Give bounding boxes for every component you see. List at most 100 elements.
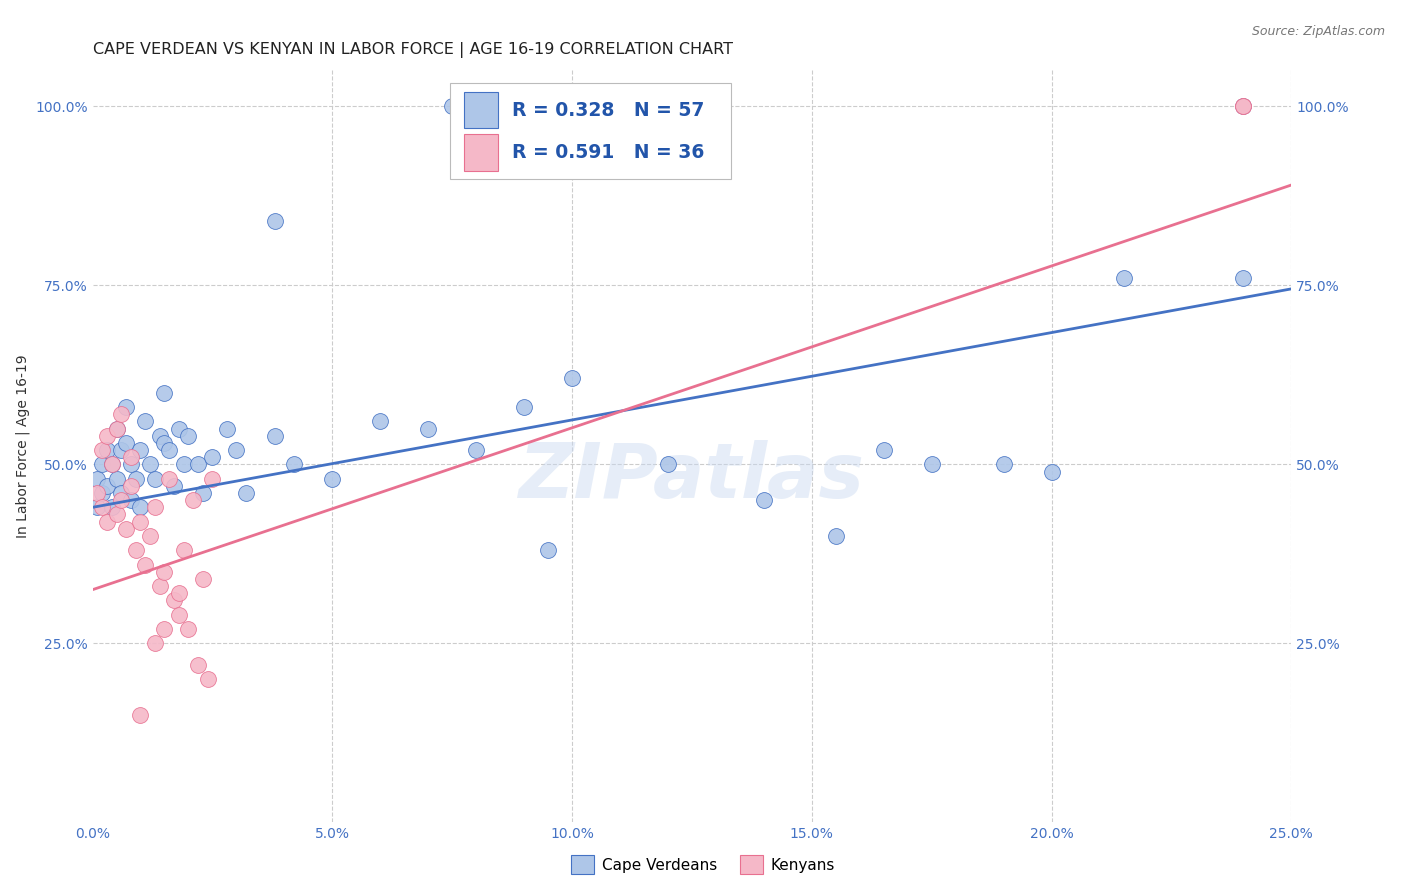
Point: [153, 435, 176, 450]
Point: [105, 508, 128, 522]
Point: [143, 500, 166, 515]
Point: [139, 529, 162, 543]
Point: [86, 486, 108, 500]
Legend: Cape Verdeans, Kenyans: Cape Verdeans, Kenyans: [565, 849, 841, 880]
Point: [153, 622, 176, 636]
Point: [120, 450, 142, 465]
Point: [105, 421, 128, 435]
Text: R = 0.591   N = 36: R = 0.591 N = 36: [512, 143, 704, 162]
Point: [129, 500, 152, 515]
Point: [120, 479, 142, 493]
Point: [1040, 465, 1063, 479]
Point: [96, 515, 118, 529]
Point: [91, 443, 114, 458]
Point: [921, 458, 943, 472]
Point: [91, 458, 114, 472]
Point: [157, 443, 180, 458]
Point: [368, 414, 391, 428]
Point: [134, 558, 156, 572]
Point: [215, 421, 238, 435]
Point: [225, 443, 247, 458]
Point: [153, 385, 176, 400]
Point: [187, 458, 209, 472]
Point: [263, 428, 285, 442]
Point: [561, 371, 583, 385]
Point: [100, 458, 122, 472]
Point: [1232, 271, 1254, 285]
Point: [173, 458, 195, 472]
Point: [824, 529, 846, 543]
Point: [143, 636, 166, 650]
Text: Source: ZipAtlas.com: Source: ZipAtlas.com: [1251, 25, 1385, 38]
Point: [100, 500, 122, 515]
Point: [149, 579, 172, 593]
Point: [110, 486, 132, 500]
Point: [105, 472, 128, 486]
Point: [201, 472, 224, 486]
Point: [513, 400, 536, 414]
Point: [96, 428, 118, 442]
Point: [177, 622, 200, 636]
Point: [1232, 99, 1254, 113]
Point: [167, 421, 190, 435]
Text: CAPE VERDEAN VS KENYAN IN LABOR FORCE | AGE 16-19 CORRELATION CHART: CAPE VERDEAN VS KENYAN IN LABOR FORCE | …: [93, 42, 733, 58]
Point: [1232, 99, 1254, 113]
Point: [752, 493, 775, 508]
Point: [321, 472, 343, 486]
Point: [134, 414, 156, 428]
FancyBboxPatch shape: [464, 135, 498, 170]
Point: [173, 543, 195, 558]
Point: [873, 443, 896, 458]
Point: [235, 486, 257, 500]
Point: [177, 428, 200, 442]
Point: [91, 500, 114, 515]
Point: [110, 407, 132, 421]
Point: [657, 458, 679, 472]
Point: [1112, 271, 1135, 285]
Point: [167, 586, 190, 600]
Point: [115, 522, 138, 536]
Point: [110, 443, 132, 458]
Point: [100, 458, 122, 472]
Point: [86, 472, 108, 486]
Point: [157, 472, 180, 486]
Point: [163, 479, 186, 493]
Y-axis label: In Labor Force | Age 16-19: In Labor Force | Age 16-19: [15, 355, 30, 538]
Point: [125, 543, 148, 558]
Point: [1232, 99, 1254, 113]
Point: [125, 472, 148, 486]
Point: [187, 657, 209, 672]
FancyBboxPatch shape: [450, 83, 731, 179]
Point: [91, 486, 114, 500]
Point: [441, 99, 464, 113]
Point: [120, 458, 142, 472]
Point: [105, 421, 128, 435]
Point: [201, 450, 224, 465]
Point: [191, 572, 214, 586]
Point: [110, 493, 132, 508]
Point: [115, 400, 138, 414]
Point: [191, 486, 214, 500]
Text: ZIPatlas: ZIPatlas: [519, 440, 865, 514]
Point: [263, 214, 285, 228]
Point: [96, 479, 118, 493]
Point: [167, 607, 190, 622]
FancyBboxPatch shape: [464, 92, 498, 128]
Point: [181, 493, 204, 508]
Point: [86, 500, 108, 515]
Point: [418, 421, 440, 435]
Point: [993, 458, 1015, 472]
Point: [129, 708, 152, 723]
Point: [96, 443, 118, 458]
Text: R = 0.328   N = 57: R = 0.328 N = 57: [512, 101, 704, 120]
Point: [115, 435, 138, 450]
Point: [537, 543, 560, 558]
Point: [129, 515, 152, 529]
Point: [149, 428, 172, 442]
Point: [465, 443, 488, 458]
Point: [139, 458, 162, 472]
Point: [197, 672, 219, 686]
Point: [283, 458, 305, 472]
Point: [163, 593, 186, 607]
Point: [120, 493, 142, 508]
